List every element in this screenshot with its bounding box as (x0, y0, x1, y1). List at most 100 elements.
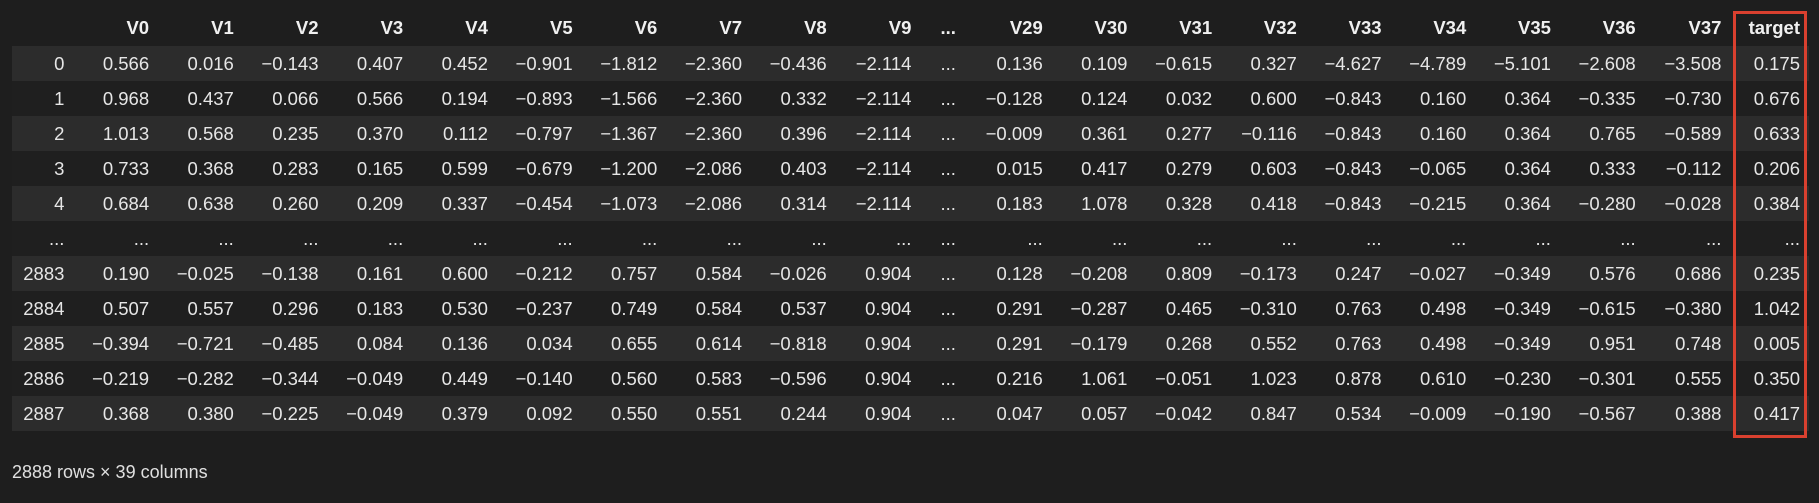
table-cell: ... (472, 227, 488, 249)
table-cell: ... (940, 262, 956, 284)
table-cell: ... (1450, 227, 1467, 249)
table-cell: 0.194 (441, 87, 488, 109)
table-cell: 0.686 (1675, 262, 1722, 284)
table-cell: 0.333 (1589, 157, 1636, 179)
table-cell: 0.633 (1753, 122, 1800, 144)
index-header (12, 10, 73, 46)
table-cell: 0.005 (1753, 332, 1800, 354)
table-cell: 0.314 (780, 192, 827, 214)
table-cell: 0.449 (441, 367, 488, 389)
table-cell: 0.328 (1165, 192, 1213, 214)
dataframe-shape-summary: 2888 rows × 39 columns (12, 462, 208, 482)
table-cell: 0.291 (996, 332, 1043, 354)
table-cell: 0.968 (102, 87, 150, 109)
table-cell: −0.344 (261, 367, 319, 389)
column-header-v34: V34 (1433, 17, 1467, 38)
table-cell: 0.748 (1675, 332, 1722, 354)
table-cell: 1.013 (102, 122, 150, 144)
table-cell: −0.843 (1324, 192, 1382, 214)
table-cell: ... (896, 227, 912, 249)
table-cell: −0.280 (1578, 192, 1636, 214)
column-header-v29: V29 (1009, 17, 1043, 38)
column-header-v32: V32 (1263, 17, 1297, 38)
table-cell: 0.247 (1335, 262, 1382, 284)
table-cell: 1.078 (1081, 192, 1128, 214)
table-cell: 0.566 (102, 52, 150, 74)
table-cell: ... (940, 122, 956, 144)
table-cell: ... (940, 52, 956, 74)
table-cell: 0.128 (996, 262, 1043, 284)
column-header-v1: V1 (211, 17, 234, 38)
table-cell: 0.610 (1419, 367, 1467, 389)
table-cell: −0.065 (1409, 157, 1467, 179)
table-cell: 0.016 (187, 52, 234, 74)
table-cell: 0.537 (780, 297, 827, 319)
table-cell: −4.627 (1324, 52, 1382, 74)
table-cell: −2.086 (684, 192, 743, 214)
table-cell: 0.417 (1753, 402, 1800, 424)
column-header-v37: V37 (1688, 17, 1722, 38)
table-cell: 0.638 (187, 192, 234, 214)
table-cell: −1.367 (600, 122, 658, 144)
table-cell: −0.051 (1155, 367, 1213, 389)
row-index: ... (48, 227, 65, 249)
table-cell: −5.101 (1493, 52, 1551, 74)
table-cell: 0.034 (526, 332, 573, 354)
table-cell: 0.092 (526, 402, 573, 424)
table-cell: 0.175 (1753, 52, 1800, 74)
table-cell: −0.215 (1409, 192, 1467, 214)
table-cell: 0.560 (611, 367, 658, 389)
table-cell: ... (811, 227, 827, 249)
table-cell: 0.296 (272, 297, 319, 319)
table-cell: −0.009 (1409, 402, 1467, 424)
row-index: 2886 (23, 367, 65, 389)
table-cell: 0.209 (356, 192, 404, 214)
table-row: 2884 0.507 0.557 0.296 0.183 0.530 −0.237 0.749… (12, 291, 1809, 326)
table-cell: 0.583 (695, 367, 743, 389)
table-cell: −2.114 (855, 157, 912, 179)
table-cell: 0.507 (102, 297, 150, 319)
table-cell: 0.407 (356, 52, 404, 74)
table-cell: 0.015 (996, 157, 1043, 179)
table-cell: 0.332 (780, 87, 827, 109)
table-cell: 0.417 (1081, 157, 1128, 179)
table-cell: ... (303, 227, 319, 249)
table-cell: −0.893 (515, 87, 573, 109)
table-cell: 0.904 (865, 297, 912, 319)
table-cell: −0.349 (1493, 262, 1551, 284)
table-cell: ... (1366, 227, 1382, 249)
table-cell: −0.042 (1155, 402, 1213, 424)
table-cell: 0.757 (611, 262, 658, 284)
table-cell: 0.279 (1165, 157, 1213, 179)
table-cell: 0.165 (356, 157, 404, 179)
table-cell: 0.368 (102, 402, 150, 424)
table-cell: 0.364 (1504, 192, 1551, 214)
header-row: V0 V1 V2 V3 V4 V5 V6 V7 V8 V9... V29 V30 V31 V32 V33 V3… (12, 10, 1809, 46)
column-header-v8: V8 (804, 17, 827, 38)
table-cell: 0.235 (1753, 262, 1800, 284)
table-cell: −0.615 (1155, 52, 1213, 74)
table-cell: ... (940, 192, 956, 214)
table-cell: 0.418 (1250, 192, 1297, 214)
column-header-v2: V2 (295, 17, 319, 38)
table-cell: 0.084 (356, 332, 404, 354)
table-cell: 0.878 (1335, 367, 1382, 389)
table-cell: ... (940, 332, 956, 354)
table-cell: −0.287 (1070, 297, 1128, 319)
table-cell: ... (940, 297, 956, 319)
table-cell: ... (557, 227, 573, 249)
table-cell: 0.951 (1589, 332, 1636, 354)
row-index: 2884 (23, 297, 65, 319)
dataframe-table: V0 V1 V2 V3 V4 V5 V6 V7 V8 V9... V29 V30 V31 V32 V33 V3… (12, 10, 1809, 431)
table-cell: 0.160 (1419, 87, 1467, 109)
table-cell: 0.733 (102, 157, 150, 179)
table-cell: 0.403 (780, 157, 827, 179)
table-cell: −0.028 (1664, 192, 1722, 214)
table-cell: −0.349 (1493, 332, 1551, 354)
column-header-target: target (1748, 17, 1800, 38)
table-cell: −0.349 (1493, 297, 1551, 319)
table-cell: ... (940, 87, 956, 109)
table-cell: −0.818 (769, 332, 827, 354)
table-cell: 0.112 (442, 122, 488, 144)
column-header-v30: V30 (1094, 17, 1128, 38)
